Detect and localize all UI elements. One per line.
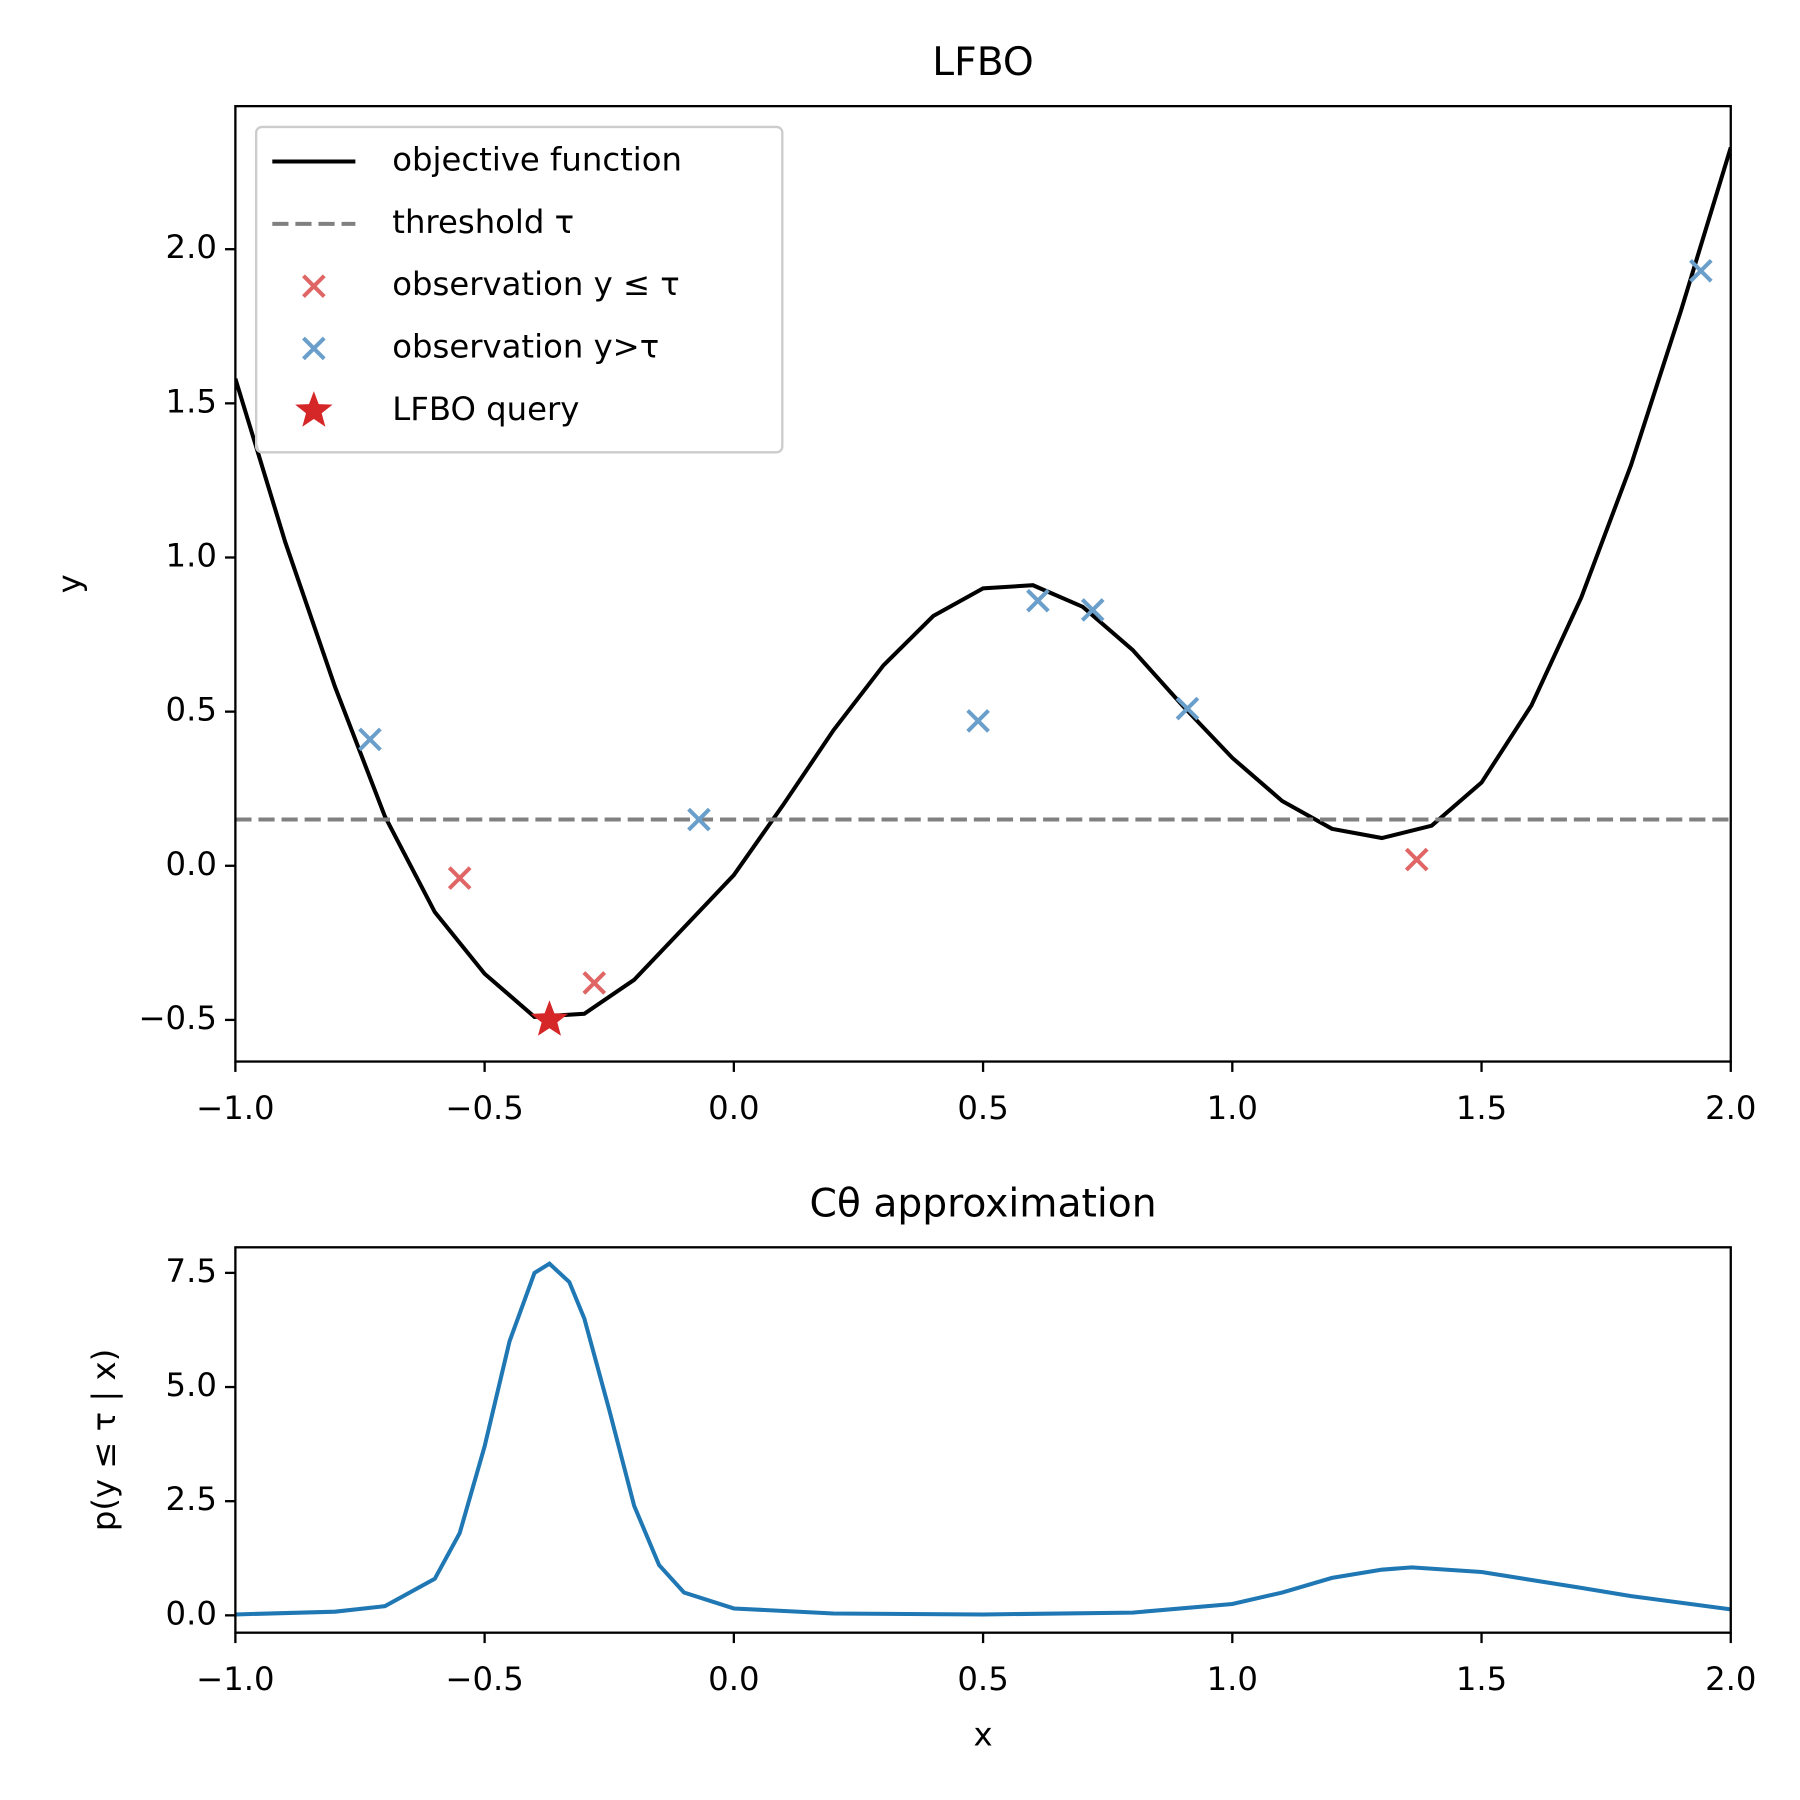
marker [1026,588,1050,613]
y-tick-label: 0.0 [166,1594,217,1632]
y-tick-label: 2.5 [166,1480,217,1518]
star-marker [530,1000,569,1036]
marker [1689,258,1713,283]
legend-box [254,125,784,454]
legend-label: observation y>τ [392,327,659,365]
x-tick-label: −0.5 [445,1089,523,1127]
y-tick-label: 7.5 [166,1252,217,1290]
legend-swatch-stroke [302,336,326,361]
marker-stroke [1026,588,1050,613]
legend-swatch [302,336,326,361]
x-axis-label: x [974,1716,993,1754]
legend-swatch [302,274,326,298]
y-tick-label: 0.0 [166,845,217,883]
subplot: Cθ approximation −1.0 −0.5 0.0 0.5 1.0 1.5 2.0 0… [85,1181,1756,1753]
x-tick-label: 2.0 [1705,1089,1756,1127]
subplot: LFBO −1.0 −0.5 0.0 0.5 1.0 1.5 2.0 −0.5 0.0 0.5 1.0… [51,40,1757,1127]
marker [582,971,607,995]
y-tick-label: 1.0 [166,536,217,574]
x-tick-label: 1.5 [1456,1089,1507,1127]
y-tick-label: 0.5 [166,691,217,729]
y-tick-label: −0.5 [138,999,216,1037]
axes-frame [234,104,1732,1063]
x-tick-label: 2.0 [1705,1660,1756,1698]
legend-label: observation y ≤ τ [392,265,679,303]
x-tick-label: 1.0 [1207,1089,1258,1127]
marker-stroke [582,971,607,995]
marker [447,866,472,890]
x-tick-label: 0.5 [957,1660,1008,1698]
y-axis-label: p(y ≤ τ | x) [85,1349,123,1531]
x-tick-label: 1.5 [1456,1660,1507,1698]
marker [966,709,990,733]
legend-label: LFBO query [392,390,579,428]
marker [1175,696,1200,721]
legend-swatch-stroke [302,274,326,298]
x-tick-label: −1.0 [196,1660,274,1698]
marker-stroke [1404,847,1429,872]
y-tick-label: 1.5 [166,382,217,420]
marker-stroke [358,727,382,752]
chart-title: LFBO [932,40,1034,85]
marker [358,727,382,752]
marker-stroke [447,866,472,890]
marker [1080,598,1105,622]
plot-area [235,1261,1731,1617]
axes-frame [234,1246,1732,1634]
x-tick-label: −1.0 [196,1089,274,1127]
marker [687,807,711,832]
chart-title: Cθ approximation [809,1181,1156,1226]
x-tick-label: 0.5 [957,1089,1008,1127]
legend-label: threshold τ [392,203,574,241]
plot-area [235,146,1731,1019]
legend-swatch [295,391,333,427]
y-tick-label: 5.0 [166,1366,217,1404]
marker-stroke [966,709,990,733]
x-tick-label: 0.0 [708,1089,759,1127]
marker-stroke [687,807,711,832]
x-tick-label: 1.0 [1207,1660,1258,1698]
x-tick-label: −0.5 [445,1660,523,1698]
figure-body: LFBO −1.0 −0.5 0.0 0.5 1.0 1.5 2.0 −0.5 0.0 0.5 1.0… [51,40,1757,1753]
marker-stroke [1175,696,1200,721]
y-tick-label: 2.0 [166,228,217,266]
marker-stroke [1689,258,1713,283]
marker [1404,847,1429,872]
line [235,1261,1731,1617]
y-axis-label: y [51,574,89,593]
legend: objective function threshold τ observation… [254,125,784,454]
legend-label: objective function [392,141,682,179]
x-tick-label: 0.0 [708,1660,759,1698]
line [235,146,1731,1019]
marker-stroke [1080,598,1105,622]
